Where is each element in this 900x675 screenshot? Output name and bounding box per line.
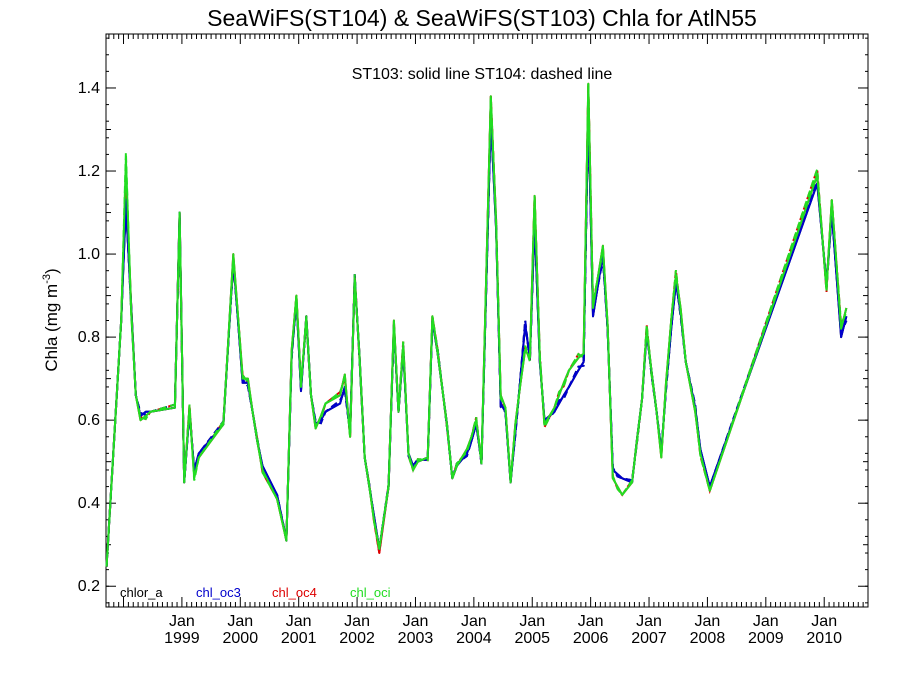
plot-frame: [105, 33, 869, 608]
y-tick-label: 0.6: [78, 412, 100, 429]
series-lines: [105, 82, 848, 567]
legend-chlor_a: chlor_a: [120, 585, 163, 600]
x-tick-month: Jan: [344, 613, 370, 630]
x-tick-month: Jan: [286, 613, 312, 630]
x-tick-month: Jan: [695, 613, 721, 630]
series-chl_oci-solid: [105, 82, 848, 566]
x-tick-month: Jan: [636, 613, 662, 630]
x-tick-year: 2002: [339, 630, 375, 647]
y-tick-label: 1.4: [78, 80, 100, 97]
x-tick-year: 2003: [398, 630, 434, 647]
series-chl_oc4-dashed: [105, 83, 848, 567]
x-tick-year: 2010: [806, 630, 842, 647]
x-tick-year: 2005: [514, 630, 550, 647]
x-tick-month: Jan: [227, 613, 253, 630]
x-tick-month: Jan: [753, 613, 779, 630]
x-tick-month: Jan: [811, 613, 837, 630]
y-axis-label-main: Chla (mg m: [42, 284, 61, 372]
x-tick-month: Jan: [403, 613, 429, 630]
x-tick-year: 2009: [748, 630, 784, 647]
x-tick-month: Jan: [519, 613, 545, 630]
legend-chl_oc3: chl_oc3: [196, 585, 241, 600]
series-chlor_a-solid: [105, 107, 848, 566]
series-chl_oc3-solid: [105, 107, 848, 566]
x-tick-year: 2000: [223, 630, 259, 647]
y-axis-label: Chla (mg m-3): [41, 268, 61, 371]
y-tick-label: 1.2: [78, 163, 100, 180]
y-axis: 0.2 0.4 0.6 0.8 1.0 1.2 1.4: [78, 37, 868, 604]
legend: chlor_a chl_oc3 chl_oc4 chl_oci: [120, 585, 391, 600]
series-chlor_a-dashed: [105, 108, 848, 567]
x-axis: Jan1999Jan2000Jan2001Jan2002Jan2003Jan20…: [108, 34, 869, 647]
chart-title: SeaWiFS(ST104) & SeaWiFS(ST103) Chla for…: [207, 5, 757, 31]
y-tick-label: 0.8: [78, 329, 100, 346]
line-style-annotation: ST103: solid line ST104: dashed line: [352, 66, 613, 83]
x-tick-year: 2008: [690, 630, 726, 647]
y-tick-label: 0.4: [78, 495, 100, 512]
x-tick-year: 1999: [164, 630, 200, 647]
y-axis-label-sup: -3: [41, 274, 53, 284]
x-tick-year: 2007: [631, 630, 667, 647]
series-chl_oc3-dashed: [105, 108, 848, 567]
x-tick-year: 2004: [456, 630, 492, 647]
y-tick-label: 1.0: [78, 246, 100, 263]
x-tick-month: Jan: [169, 613, 195, 630]
legend-chl_oc4: chl_oc4: [272, 585, 317, 600]
legend-chl_oci: chl_oci: [350, 585, 391, 600]
x-tick-month: Jan: [578, 613, 604, 630]
series-chl_oc4-solid: [105, 82, 848, 566]
y-tick-label: 0.2: [78, 578, 100, 595]
series-chl_oci-dashed: [105, 83, 848, 567]
x-tick-month: Jan: [461, 613, 487, 630]
x-tick-year: 2001: [281, 630, 317, 647]
x-tick-year: 2006: [573, 630, 609, 647]
y-axis-label-close: ): [42, 268, 61, 274]
